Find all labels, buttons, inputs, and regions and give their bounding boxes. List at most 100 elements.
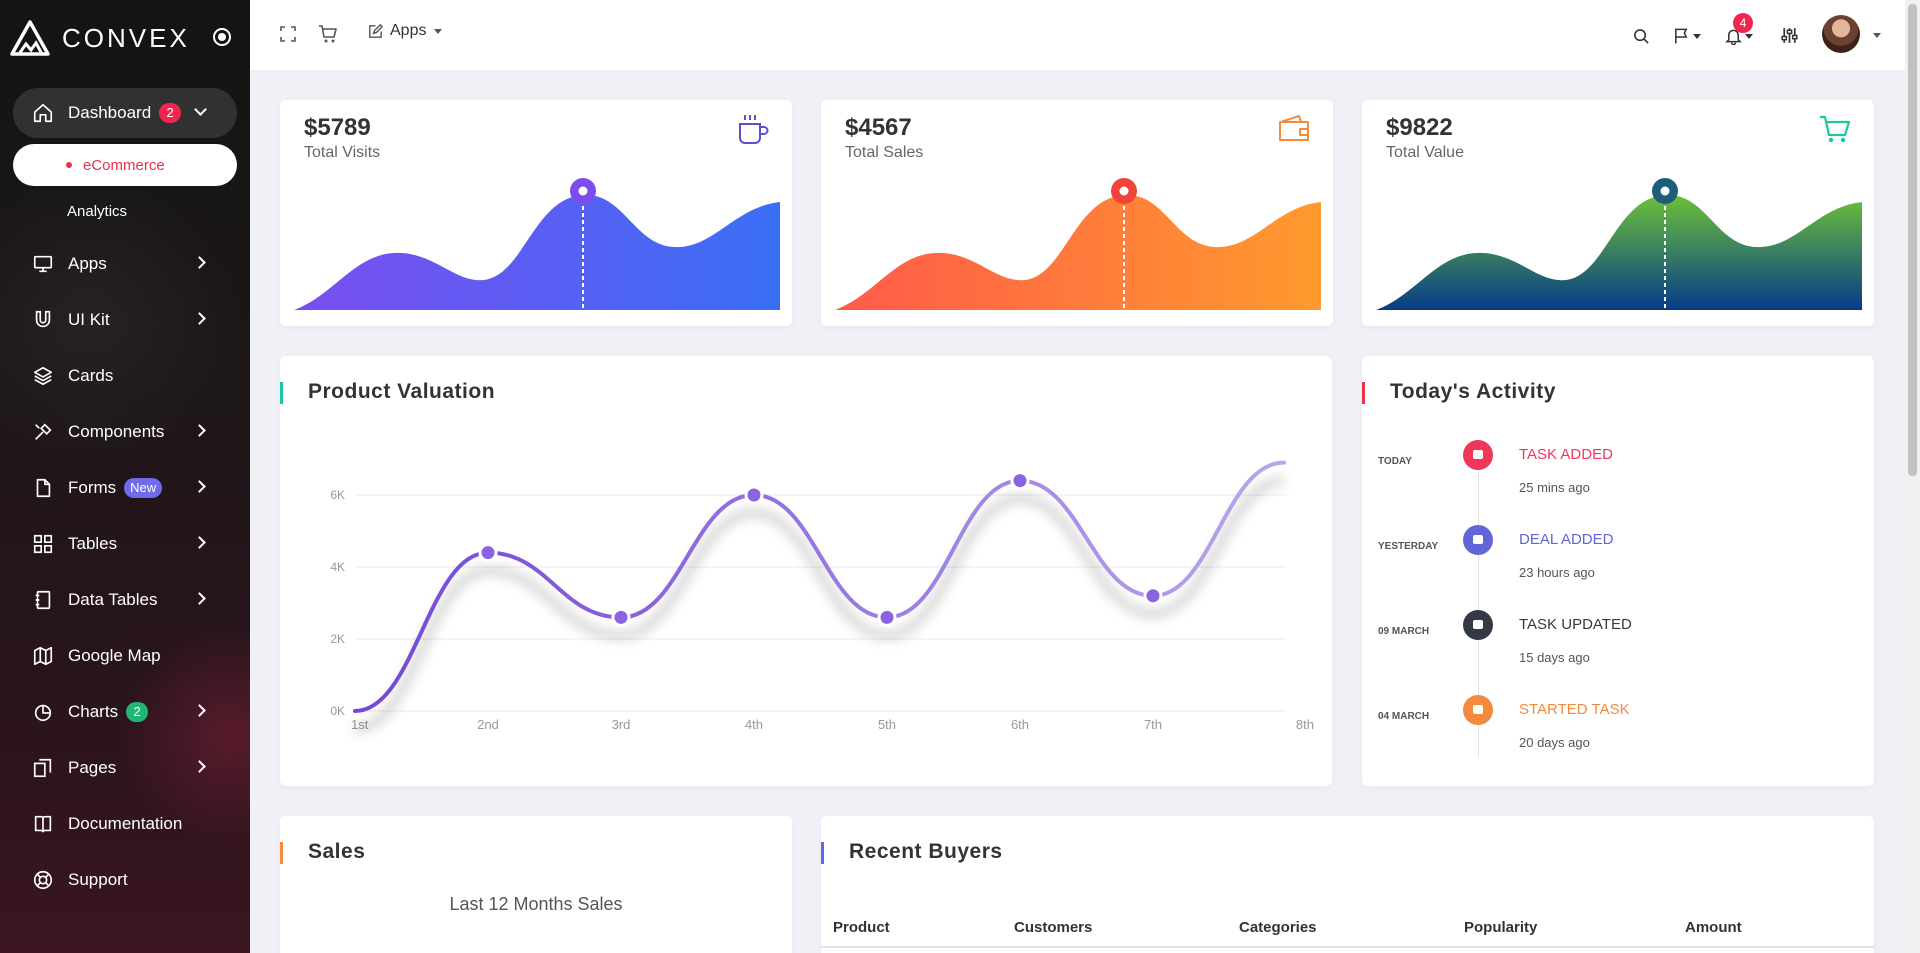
notification-count-badge: 4 <box>1733 13 1753 33</box>
search-icon[interactable] <box>1633 28 1650 45</box>
handshake-icon <box>1463 525 1493 555</box>
series-shadow <box>354 477 1285 732</box>
activity-time: 15 days ago <box>1519 650 1590 665</box>
fullscreen-icon[interactable] <box>279 25 297 43</box>
y-tick-label: 0K <box>330 704 345 718</box>
activity-item[interactable]: YESTERDAY DEAL ADDED 23 hours ago <box>1362 525 1762 595</box>
activity-title: TASK UPDATED <box>1519 616 1632 633</box>
sidebar-item-tables[interactable]: Tables <box>0 516 250 572</box>
sidebar-item-label: Forms <box>68 478 117 497</box>
notifications-dropdown[interactable] <box>1725 27 1753 45</box>
scrollbar-thumb[interactable] <box>1908 4 1917 476</box>
logo[interactable]: CONVEX <box>10 18 190 58</box>
stat-label: Total Value <box>1386 144 1464 161</box>
column-header-amount[interactable]: Amount <box>1685 919 1742 936</box>
data-point[interactable] <box>877 607 897 627</box>
x-tick-label: 8th <box>1296 717 1314 732</box>
stat-card-total-value: $9822 Total Value <box>1362 100 1874 326</box>
activity-day: YESTERDAY <box>1378 541 1439 552</box>
page-scrollbar[interactable] <box>1905 0 1920 953</box>
apps-label: Apps <box>390 22 427 39</box>
timeline-line <box>1478 442 1479 757</box>
data-point[interactable] <box>1010 471 1030 491</box>
x-tick-label: 7th <box>1144 717 1162 732</box>
task-icon <box>1463 440 1493 470</box>
sidebar-item-ui-kit[interactable]: UI Kit <box>0 292 250 348</box>
grid-icon <box>33 534 53 554</box>
data-point[interactable] <box>478 543 498 563</box>
sidebar-toggle-icon[interactable] <box>213 28 231 46</box>
table-header-divider <box>821 946 1874 948</box>
sidebar-menu: Dashboard 2 eCommerce Analytics Apps UI … <box>0 88 250 908</box>
column-header-popularity[interactable]: Popularity <box>1464 919 1538 936</box>
top-bar: Apps 4 <box>250 0 1905 70</box>
sidebar: CONVEX Dashboard 2 eCommerce Analytics A… <box>0 0 250 953</box>
user-avatar[interactable] <box>1822 15 1860 53</box>
chevron-right-icon <box>193 592 206 605</box>
edit-icon <box>369 23 384 38</box>
sidebar-item-label: Support <box>68 870 128 889</box>
user-menu-caret-icon[interactable] <box>1873 33 1881 38</box>
sales-subtitle: Last 12 Months Sales <box>449 894 623 914</box>
activity-item[interactable]: 09 MARCH TASK UPDATED 15 days ago <box>1362 610 1762 680</box>
charts-badge: 2 <box>126 702 149 722</box>
data-point[interactable] <box>611 607 631 627</box>
settings-sliders-icon[interactable] <box>1780 26 1799 45</box>
activity-item[interactable]: TODAY TASK ADDED 25 mins ago <box>1362 440 1762 510</box>
product-valuation-card: Product Valuation 0K 2K 4K 6K 1st 2nd 3rd 4th 5t… <box>279 356 1332 786</box>
sidebar-item-components[interactable]: Components <box>0 404 250 460</box>
stat-value: $5789 <box>304 114 371 141</box>
notebook-icon <box>35 590 51 610</box>
stat-value: $4567 <box>845 114 912 141</box>
chevron-right-icon <box>193 256 206 269</box>
bell-icon <box>1725 29 1742 45</box>
card-title: Today's Activity <box>1362 380 1556 404</box>
recent-buyers-card: Recent Buyers Product Customers Categori… <box>821 816 1874 953</box>
apps-dropdown-button[interactable]: Apps <box>367 22 443 40</box>
sidebar-item-dashboard[interactable]: Dashboard 2 <box>13 88 237 138</box>
sidebar-item-data-tables[interactable]: Data Tables <box>0 572 250 628</box>
brand-name: CONVEX <box>62 22 190 53</box>
sidebar-item-documentation[interactable]: Documentation <box>0 796 250 852</box>
sidebar-item-pages[interactable]: Pages <box>0 740 250 796</box>
stat-label: Total Visits <box>304 144 381 161</box>
task-icon <box>1463 610 1493 640</box>
stat-card-total-visits: $5789 Total Visits <box>280 100 792 326</box>
stat-area-chart <box>294 178 780 310</box>
sidebar-item-cards[interactable]: Cards <box>0 348 250 404</box>
data-point[interactable] <box>1143 586 1163 606</box>
wallet-icon <box>1279 115 1309 141</box>
sidebar-subitem-analytics[interactable]: Analytics <box>67 202 128 220</box>
logo-mark-icon <box>10 20 50 56</box>
activity-item[interactable]: 04 MARCH STARTED TASK 20 days ago <box>1362 695 1762 765</box>
sidebar-item-forms[interactable]: Forms New <box>0 460 250 516</box>
column-header-categories[interactable]: Categories <box>1239 919 1317 936</box>
activity-title: DEAL ADDED <box>1519 531 1614 548</box>
data-point[interactable] <box>744 485 764 505</box>
dashboard-badge: 2 <box>159 103 182 123</box>
stat-value: $9822 <box>1386 114 1453 141</box>
sidebar-item-google-map[interactable]: Google Map <box>0 628 250 684</box>
x-tick-label: 6th <box>1011 717 1029 732</box>
sidebar-item-charts[interactable]: Charts 2 <box>0 684 250 740</box>
magnet-icon <box>35 310 51 328</box>
stat-area-fill <box>835 194 1321 310</box>
language-flag-dropdown[interactable] <box>1673 27 1701 45</box>
activity-time: 23 hours ago <box>1519 565 1595 580</box>
chevron-right-icon <box>193 536 206 549</box>
sidebar-item-support[interactable]: Support <box>0 852 250 908</box>
sidebar-subitem-ecommerce[interactable]: eCommerce <box>13 144 237 186</box>
layers-icon <box>33 366 53 386</box>
stat-marker-pin-dot <box>1660 186 1670 196</box>
sidebar-item-apps[interactable]: Apps <box>0 236 250 292</box>
column-header-product[interactable]: Product <box>833 919 890 936</box>
stat-area-fill <box>294 194 780 310</box>
card-title: Recent Buyers <box>821 840 1003 864</box>
stat-label: Total Sales <box>845 144 924 161</box>
sidebar-item-label: Google Map <box>68 646 161 665</box>
cart-icon[interactable] <box>318 24 338 44</box>
column-header-customers[interactable]: Customers <box>1014 919 1093 936</box>
sidebar-item-label: Documentation <box>68 814 183 833</box>
copy-icon <box>33 758 52 778</box>
